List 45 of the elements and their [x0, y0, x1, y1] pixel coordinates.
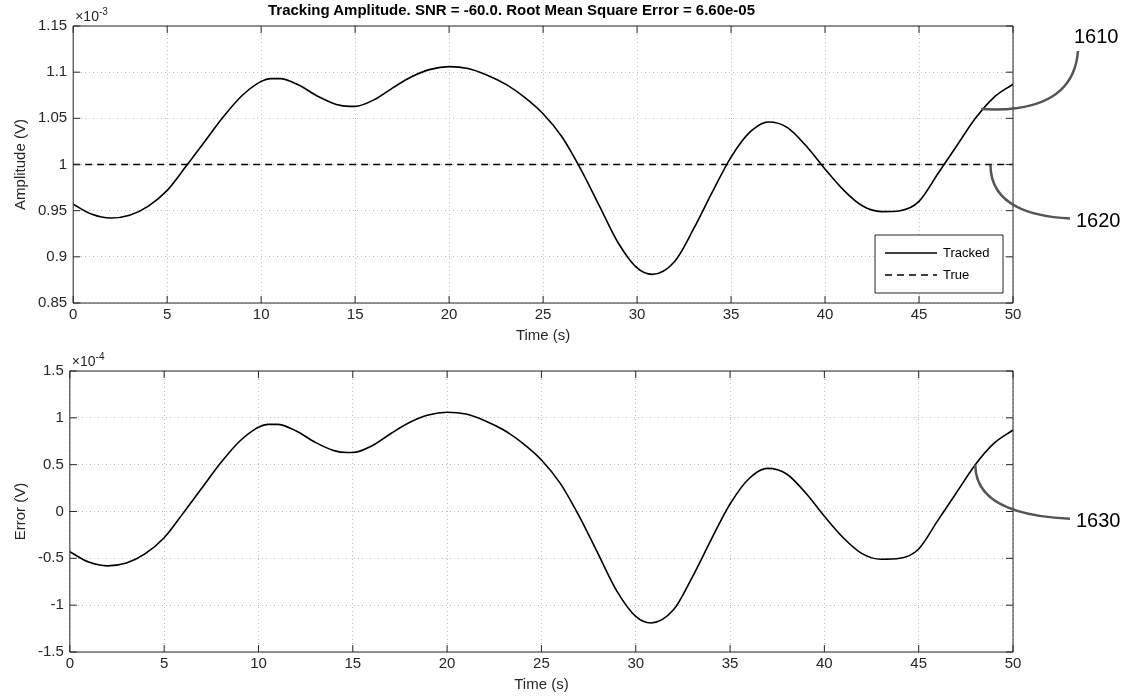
x-tick-label: 5: [163, 305, 172, 323]
x-tick-label: 50: [1004, 654, 1022, 672]
x-tick-label: 25: [534, 305, 552, 323]
x-tick-label: 35: [722, 305, 740, 323]
y-tick-label: 1: [58, 154, 68, 172]
x-tick-label: 30: [627, 654, 645, 672]
x-axis-title: Time (s): [514, 675, 569, 693]
y-tick-label: 1: [55, 407, 64, 425]
x-tick-label: 15: [346, 305, 364, 323]
line-series: [69, 411, 1013, 624]
annotation: 1610: [1074, 25, 1119, 47]
x-tick-label: 35: [721, 654, 739, 672]
x-tick-label: 25: [533, 654, 550, 672]
x-tick-label: 20: [438, 654, 456, 672]
x-tick-label: 45: [910, 305, 928, 323]
x-tick-label: 50: [1004, 305, 1022, 323]
x-tick-label: 40: [816, 305, 834, 323]
y-tick-label: 0.9: [46, 246, 68, 264]
x-tick-label: 40: [816, 654, 833, 672]
y-tick-label: 0.5: [42, 454, 64, 472]
legend-label: True: [943, 266, 970, 282]
annotation: 1620: [1076, 208, 1121, 231]
y-tick-label: 1.05: [37, 108, 68, 126]
y-tick-label: 0.85: [37, 293, 68, 311]
y-tick-label: -1: [50, 595, 64, 613]
x-axis-title: Time (s): [515, 326, 571, 344]
x-tick-label: 10: [250, 654, 267, 672]
x-tick-label: 5: [159, 654, 169, 672]
annotation: 1630: [1076, 508, 1121, 531]
legend-label: Tracked: [943, 244, 990, 260]
y-tick-label: 1.1: [46, 62, 68, 80]
y-tick-label: 1.5: [42, 361, 64, 379]
y-axis-title: Amplitude (V): [11, 119, 29, 210]
y-tick-label: 0: [55, 501, 64, 519]
y-tick-label: -1.5: [37, 642, 64, 660]
x-tick-label: 45: [910, 654, 928, 672]
x-tick-label: 20: [440, 305, 458, 323]
y-tick-label: -0.5: [37, 548, 64, 566]
x-tick-label: 15: [344, 654, 362, 672]
y-axis-title: Error (V): [11, 482, 29, 541]
chart-title: Tracking Amplitude. SNR = -60.0. Root Mean Square Error = 6.60e-05: [267, 1, 756, 19]
y-tick-label: 0.95: [37, 200, 68, 218]
x-tick-label: 30: [628, 305, 646, 323]
x-tick-label: 10: [252, 305, 270, 323]
y-tick-label: 1.15: [37, 16, 68, 34]
